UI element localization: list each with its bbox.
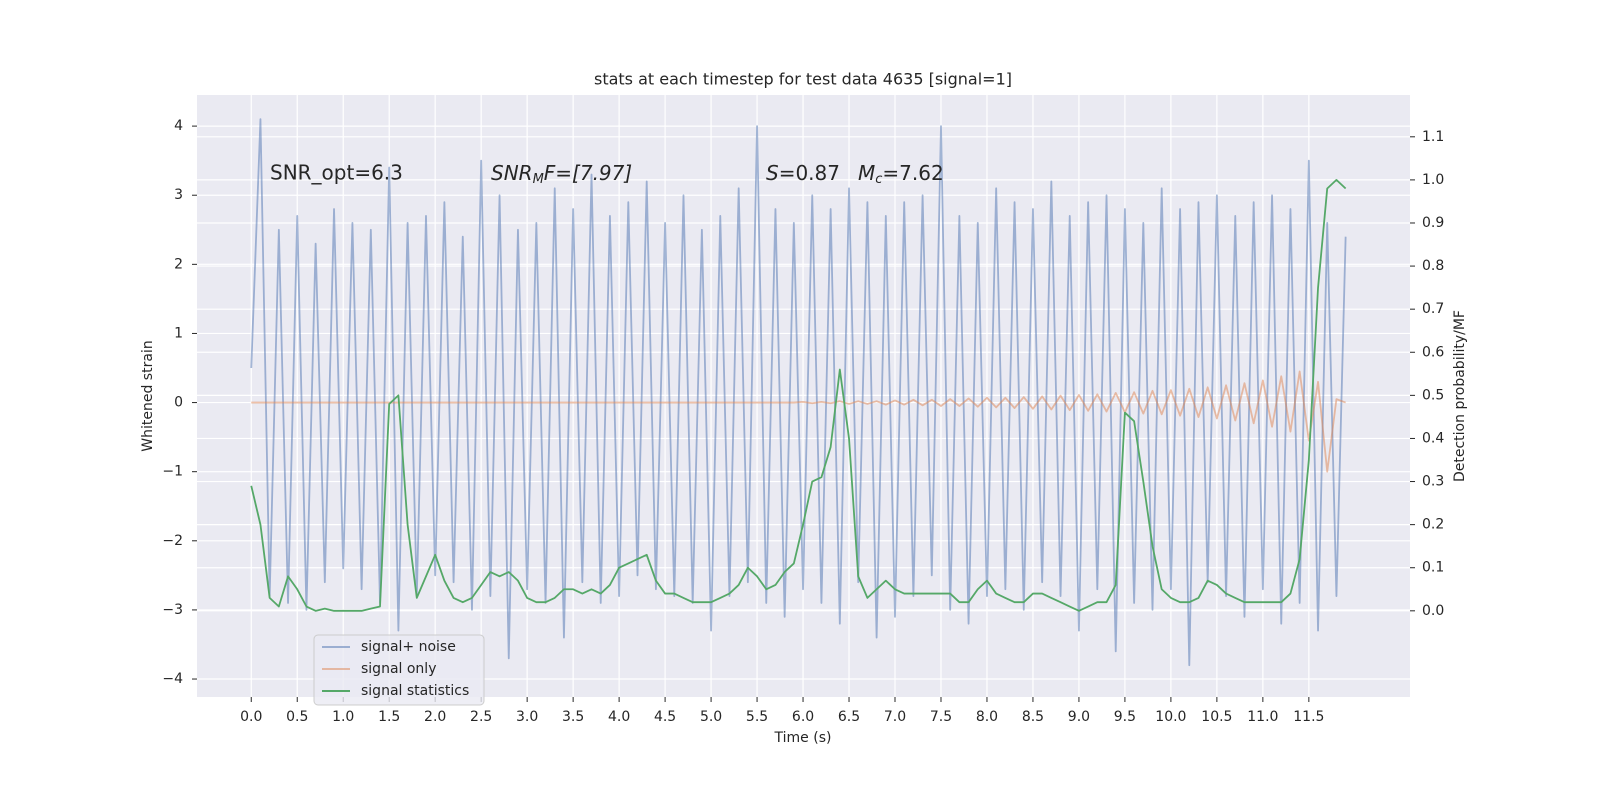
series-line	[251, 370, 1346, 473]
x-tick-label: 7.0	[884, 709, 906, 725]
y-axis-label: Whitened strain	[140, 340, 156, 451]
y2-tick-label: 0.2	[1422, 517, 1444, 533]
x-tick-label: 6.5	[838, 709, 860, 725]
x-tick-label: 8.0	[976, 709, 998, 725]
y2-tick-label: 0.5	[1422, 387, 1444, 403]
y2-axis-label: Detection probability/MF	[1452, 310, 1468, 482]
x-tick-label: 3.5	[562, 709, 584, 725]
x-tick-label: 8.5	[1022, 709, 1044, 725]
x-tick-label: 10.5	[1201, 709, 1232, 725]
series-line	[250, 118, 1347, 667]
annotation-part: =7.62	[882, 161, 943, 185]
y2-tick-label: 0.9	[1422, 215, 1444, 231]
annotation-part: c	[875, 172, 882, 187]
annotation: SNRMF=[7.97]	[491, 161, 632, 187]
chart-title: stats at each timestep for test data 463…	[594, 70, 1012, 89]
x-tick-label: 11.0	[1247, 709, 1278, 725]
y-tick-label: −2	[162, 533, 183, 549]
x-tick-label: 9.5	[1114, 709, 1136, 725]
marks	[250, 118, 1347, 667]
x-tick-label: 4.0	[608, 709, 630, 725]
x-tick-label: 5.0	[700, 709, 722, 725]
x-tick-label: 1.5	[378, 709, 400, 725]
y2-tick-label: 0.7	[1422, 301, 1444, 317]
x-tick-label: 4.5	[654, 709, 676, 725]
x-tick-label: 3.0	[516, 709, 538, 725]
y2-tick-label: 0.0	[1422, 603, 1444, 619]
y2-tick-label: 0.6	[1422, 344, 1444, 360]
series-line	[250, 178, 1347, 612]
annotation-part: S	[766, 161, 779, 185]
y-tick-label: −1	[162, 464, 183, 480]
x-tick-label: 2.0	[424, 709, 446, 725]
x-tick-label: 0.0	[240, 709, 262, 725]
annotation-part: F=[7.97]	[544, 161, 632, 185]
y2-tick-label: 1.1	[1422, 129, 1444, 145]
y2-tick-label: 1.0	[1422, 172, 1444, 188]
annotation-part: SNR	[491, 161, 533, 185]
x-axis-label: Time (s)	[774, 730, 832, 746]
annotation: SNR_opt=6.3	[270, 161, 403, 185]
legend-label: signal only	[361, 661, 436, 677]
legend-box	[313, 634, 485, 706]
y-tick-label: −4	[162, 671, 183, 687]
y-tick-label: 2	[174, 256, 183, 272]
y-tick-label: 3	[174, 187, 183, 203]
x-tick-label: 1.0	[332, 709, 354, 725]
x-tick-label: 0.5	[286, 709, 308, 725]
y2-tick-label: 0.4	[1422, 430, 1444, 446]
y2-tick-label: 0.8	[1422, 258, 1444, 274]
x-tick-label: 6.0	[792, 709, 814, 725]
annotation: S=0.87 Mc=7.62	[766, 161, 944, 187]
legend-label: signal statistics	[361, 683, 469, 699]
annotation-part: =0.87	[779, 161, 840, 185]
x-tick-label: 2.5	[470, 709, 492, 725]
x-tick-label: 10.0	[1155, 709, 1186, 725]
x-tick-label: 5.5	[746, 709, 768, 725]
legend-label: signal+ noise	[361, 639, 456, 655]
legend: signal+ noise signal only signal statistic…	[313, 634, 485, 706]
y-tick-label: −3	[162, 602, 183, 618]
y-tick-label: 0	[174, 395, 183, 411]
x-tick-label: 7.5	[930, 709, 952, 725]
y2-tick-label: 0.3	[1422, 474, 1444, 490]
y-tick-label: 1	[174, 325, 183, 341]
axes: 0.0 0.5 1.0 1.5 2.0 2.5 3.0 3.5 4.0 4.5 5.0 5.5 6.0 6…	[162, 118, 1444, 725]
y2-tick-label: 0.1	[1422, 560, 1444, 576]
x-tick-label: 9.0	[1068, 709, 1090, 725]
y-tick-label: 4	[174, 118, 183, 134]
annotation-part: M	[533, 172, 544, 187]
x-tick-label: 11.5	[1293, 709, 1324, 725]
annotation-part: M	[858, 161, 875, 185]
